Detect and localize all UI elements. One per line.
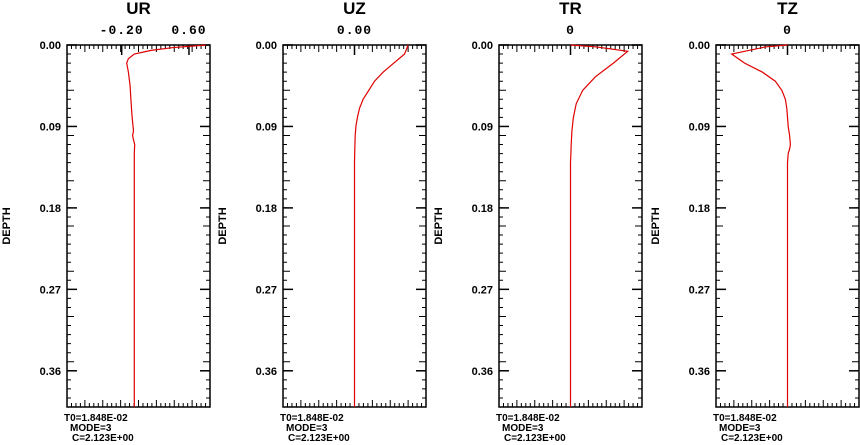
y-tick-label: 0.18 [472,203,493,215]
panel-title: TR [559,0,582,18]
info-line: MODE=3 [719,423,761,434]
series-line [126,44,206,407]
x-tick-label: 0.00 [337,23,372,38]
y-axis-label: DEPTH [650,207,662,244]
y-tick-label: 0.27 [689,284,710,296]
y-tick-label: 0.09 [256,121,277,133]
series-line [730,44,792,407]
x-tick-label: -0.20 [100,23,144,38]
info-line: MODE=3 [70,423,112,434]
panel-uz: 0.00 0.09 0.18 0.27 0.36 0.00 UZ DEPTH T0=1.848E… [217,0,427,444]
x-tick-label: 0.60 [171,23,206,38]
panel-tr: 0.00 0.09 0.18 0.27 0.36 0 TR DEPTH T0=1.848E-02… [433,0,643,444]
info-line: C=2.123E+00 [288,433,350,444]
panel-title: UZ [343,0,366,18]
series-line [569,44,630,407]
info-line: C=2.123E+00 [504,433,566,444]
y-tick-label: 0.00 [689,40,710,52]
info-line: T0=1.848E-02 [280,413,344,424]
y-axis-label: DEPTH [433,207,445,244]
y-tick-label: 0.36 [689,366,710,378]
y-tick-label: 0.00 [40,40,61,52]
y-tick-label: 0.36 [472,366,493,378]
y-tick-label: 0.00 [472,40,493,52]
info-line: MODE=3 [502,423,544,434]
panel-ur: 0.00 0.09 0.18 0.27 0.36 -0.20 0.60 UR DEPTH T0=1… [1,0,211,444]
y-tick-label: 0.00 [256,40,277,52]
panel-title: UR [126,0,151,18]
y-tick-label: 0.18 [256,203,277,215]
y-tick-label: 0.27 [472,284,493,296]
info-line: T0=1.848E-02 [713,413,777,424]
panel-tz: 0.00 0.09 0.18 0.27 0.36 0 TZ DEPTH T0=1.848E-02… [650,0,860,444]
y-tick-label: 0.18 [40,203,61,215]
info-line: C=2.123E+00 [72,433,134,444]
y-axis-label: DEPTH [1,207,13,244]
y-tick-label: 0.36 [40,366,61,378]
panel-title: TZ [777,0,798,18]
plot-frame [66,44,211,408]
x-tick-label: 0 [783,23,792,38]
y-tick-label: 0.09 [472,121,493,133]
y-tick-label: 0.09 [689,121,710,133]
series-line [353,44,409,407]
info-line: C=2.123E+00 [721,433,783,444]
info-line: T0=1.848E-02 [64,413,128,424]
y-tick-label: 0.27 [40,284,61,296]
x-tick-label: 0 [566,23,575,38]
y-minor-ticks [67,45,210,407]
info-line: MODE=3 [286,423,328,434]
info-line: T0=1.848E-02 [496,413,560,424]
y-tick-label: 0.36 [256,366,277,378]
y-tick-label: 0.27 [256,284,277,296]
y-tick-label: 0.18 [689,203,710,215]
y-tick-label: 0.09 [40,121,61,133]
y-axis-label: DEPTH [217,207,229,244]
